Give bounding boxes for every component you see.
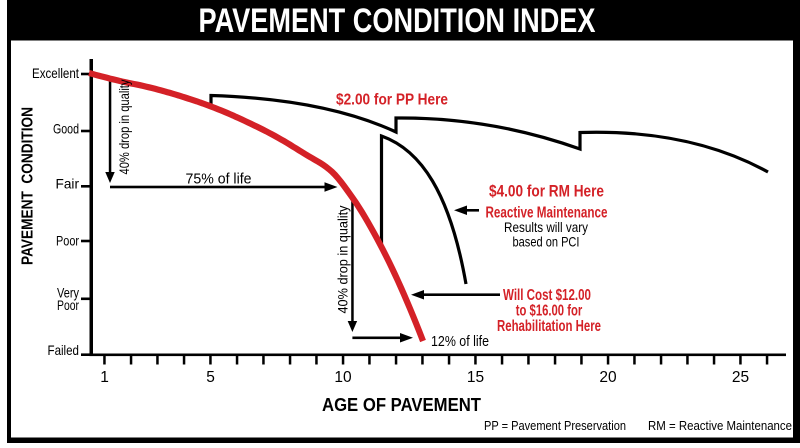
svg-text:Fair: Fair	[56, 176, 80, 192]
svg-text:Failed: Failed	[48, 342, 80, 358]
svg-text:AGE OF PAVEMENT: AGE OF PAVEMENT	[322, 395, 481, 415]
svg-text:RM = Reactive Maintenance: RM = Reactive Maintenance	[648, 419, 792, 433]
svg-text:40% drop in quality: 40% drop in quality	[336, 205, 351, 313]
svg-text:$4.00 for RM Here: $4.00 for RM Here	[489, 183, 604, 201]
svg-text:Very: Very	[57, 284, 79, 300]
svg-text:40% drop in quality: 40% drop in quality	[117, 79, 132, 174]
svg-text:Will Cost $12.00: Will Cost $12.00	[503, 287, 591, 304]
svg-text:10: 10	[334, 369, 352, 386]
svg-text:Excellent: Excellent	[32, 65, 79, 81]
svg-text:Poor: Poor	[57, 297, 79, 313]
svg-text:PAVEMENT CONDITION INDEX: PAVEMENT CONDITION INDEX	[199, 2, 596, 40]
svg-text:based on PCI: based on PCI	[513, 234, 580, 250]
svg-text:Poor: Poor	[56, 232, 79, 248]
svg-text:75% of life: 75% of life	[186, 172, 252, 188]
svg-text:Reactive Maintenance: Reactive Maintenance	[486, 205, 608, 222]
svg-text:20: 20	[599, 369, 617, 386]
svg-text:$2.00 for PP Here: $2.00 for PP Here	[336, 92, 448, 109]
svg-text:25: 25	[732, 369, 749, 386]
svg-text:5: 5	[206, 369, 215, 386]
svg-text:Good: Good	[53, 120, 79, 136]
svg-text:Results will vary: Results will vary	[504, 219, 588, 235]
svg-text:PAVEMENT CONDITION: PAVEMENT CONDITION	[20, 107, 37, 265]
svg-text:to $16.00 for: to $16.00 for	[516, 303, 583, 320]
svg-text:12% of life: 12% of life	[431, 333, 489, 350]
svg-text:1: 1	[100, 369, 109, 386]
svg-text:15: 15	[467, 369, 484, 386]
svg-text:Rehabilitation Here: Rehabilitation Here	[497, 318, 601, 335]
svg-text:PP = Pavement Preservation: PP = Pavement Preservation	[484, 419, 626, 433]
